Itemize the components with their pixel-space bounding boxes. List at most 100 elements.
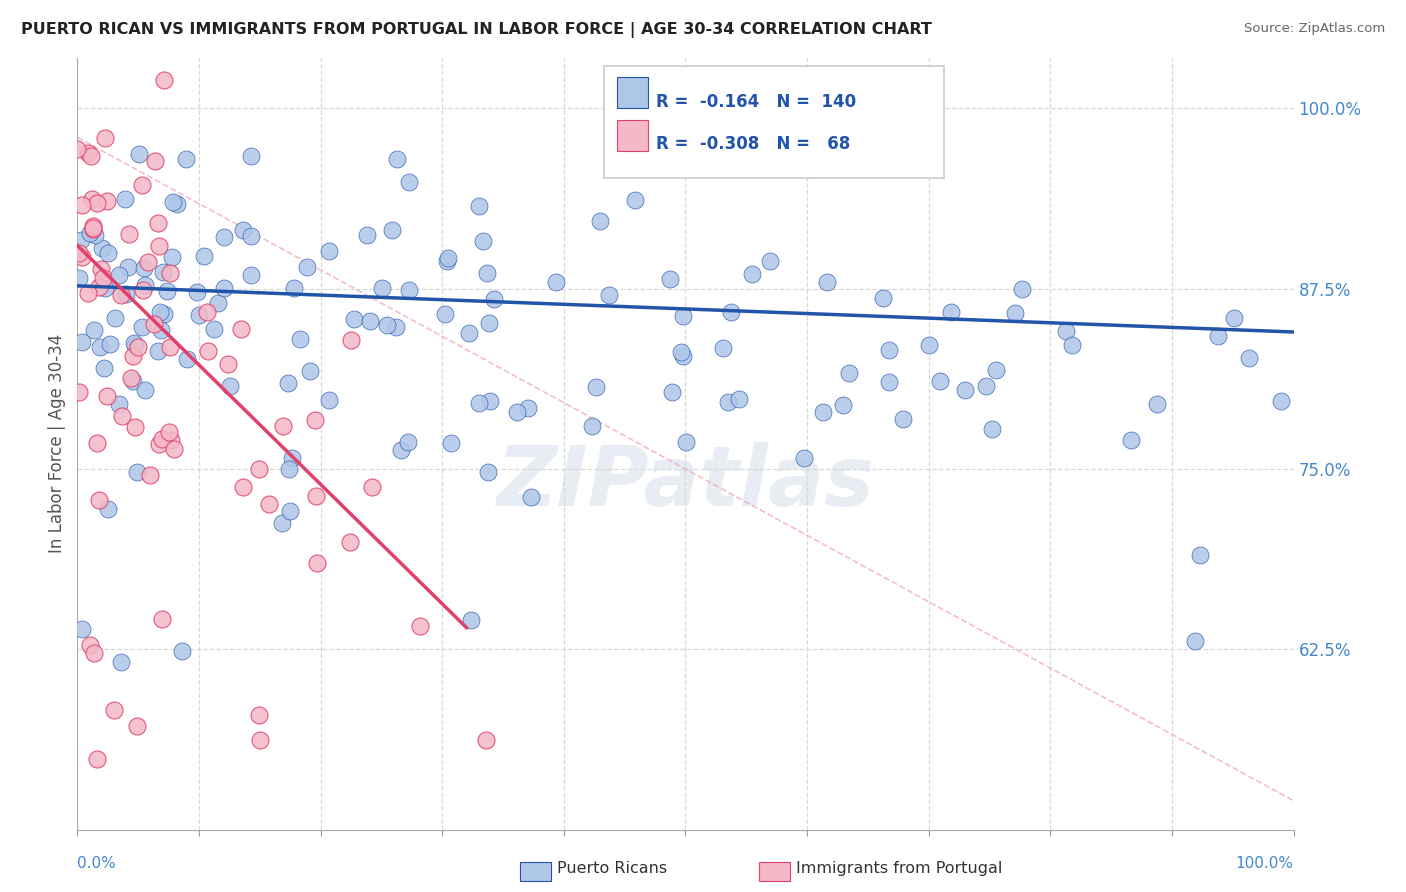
Point	[232, 479, 254, 493]
Point	[148, 437, 170, 451]
Point	[110, 288, 132, 302]
Point	[110, 655, 132, 669]
Point	[124, 337, 146, 351]
Point	[288, 332, 311, 346]
Point	[281, 450, 304, 465]
Point	[879, 376, 901, 390]
Point	[79, 638, 101, 652]
Point	[1189, 548, 1212, 562]
Point	[90, 261, 112, 276]
Point	[359, 314, 381, 328]
Point	[793, 451, 815, 466]
Point	[188, 308, 211, 322]
Text: 100.0%: 100.0%	[1236, 855, 1294, 871]
Point	[148, 239, 170, 253]
Point	[166, 197, 188, 211]
Point	[193, 249, 215, 263]
Point	[83, 323, 105, 337]
Point	[197, 344, 219, 359]
Point	[96, 389, 118, 403]
Point	[132, 261, 155, 276]
Point	[174, 152, 197, 166]
Point	[475, 733, 498, 747]
Point	[212, 229, 235, 244]
Point	[229, 322, 252, 336]
Point	[986, 363, 1008, 377]
Point	[598, 287, 620, 301]
Point	[217, 357, 239, 371]
Point	[239, 268, 262, 283]
Point	[440, 436, 463, 450]
Point	[477, 465, 499, 479]
Point	[385, 319, 408, 334]
Point	[156, 284, 179, 298]
Point	[159, 266, 181, 280]
Point	[120, 371, 142, 385]
Point	[82, 219, 104, 233]
Point	[159, 433, 181, 447]
Point	[891, 412, 914, 426]
Point	[1184, 634, 1206, 648]
Point	[145, 153, 167, 168]
Point	[434, 307, 457, 321]
Point	[131, 284, 153, 298]
Point	[70, 250, 93, 264]
Point	[80, 149, 103, 163]
Point	[479, 394, 502, 409]
Point	[108, 268, 131, 282]
Point	[127, 340, 149, 354]
Point	[457, 326, 479, 341]
Point	[295, 260, 318, 274]
Point	[86, 752, 108, 766]
Point	[122, 349, 145, 363]
Point	[675, 434, 697, 449]
Point	[157, 425, 180, 439]
Point	[139, 468, 162, 483]
Point	[955, 384, 977, 398]
Point	[121, 374, 143, 388]
Point	[197, 304, 219, 318]
Point	[398, 176, 420, 190]
Point	[918, 338, 941, 352]
Point	[340, 334, 363, 348]
Point	[277, 376, 299, 391]
Point	[131, 178, 153, 192]
Point	[159, 340, 181, 354]
Point	[249, 462, 271, 476]
Point	[125, 466, 148, 480]
Point	[974, 379, 997, 393]
Text: 0.0%: 0.0%	[77, 855, 117, 871]
Point	[149, 304, 172, 318]
Point	[877, 343, 900, 357]
Point	[468, 395, 491, 409]
FancyBboxPatch shape	[617, 120, 648, 151]
Point	[304, 413, 326, 427]
Point	[585, 380, 607, 394]
Point	[176, 352, 198, 367]
Point	[82, 221, 104, 235]
Point	[339, 534, 361, 549]
Point	[247, 707, 270, 722]
Text: ZIPatlas: ZIPatlas	[496, 442, 875, 523]
Point	[87, 493, 110, 508]
Point	[239, 228, 262, 243]
Point	[436, 254, 458, 268]
Point	[1004, 306, 1026, 320]
Point	[91, 271, 114, 285]
Point	[143, 318, 166, 332]
Point	[544, 275, 567, 289]
Point	[471, 234, 494, 248]
Point	[409, 619, 432, 633]
Point	[186, 285, 208, 299]
Point	[249, 733, 271, 747]
Point	[815, 276, 838, 290]
Point	[104, 310, 127, 325]
Point	[146, 216, 169, 230]
Text: Puerto Ricans: Puerto Ricans	[557, 862, 666, 876]
Point	[150, 323, 173, 337]
Point	[672, 350, 695, 364]
Point	[70, 334, 93, 349]
Point	[86, 196, 108, 211]
Point	[520, 490, 543, 504]
Point	[477, 316, 499, 330]
